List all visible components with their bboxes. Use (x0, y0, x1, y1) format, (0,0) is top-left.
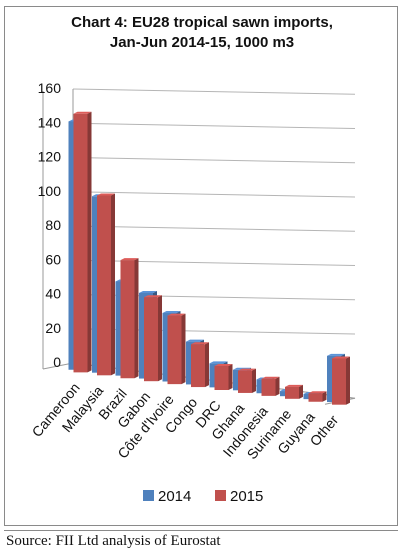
bar-2015-11 (332, 358, 346, 405)
bar-2015-6 (214, 366, 229, 390)
bar-top (191, 342, 209, 345)
gridline (72, 225, 356, 232)
y-tick-label: 40 (45, 286, 61, 302)
bar-2015-4 (167, 315, 182, 385)
y-tick-label: 20 (45, 320, 61, 336)
bar-2015-1 (97, 195, 111, 376)
bar-top (139, 290, 157, 293)
bar-2015-9 (285, 386, 299, 399)
bar-top (332, 356, 350, 359)
legend-swatch-2015 (215, 490, 226, 501)
bar-side (252, 368, 256, 393)
bar-side (205, 342, 209, 388)
bar-top (167, 313, 186, 316)
source-divider (4, 530, 398, 531)
chart-title: Chart 4: EU28 tropical sawn imports, Jan… (71, 14, 333, 51)
source-note: Source: FII Ltd analysis of Eurostat (6, 533, 221, 549)
bar-top (285, 384, 303, 387)
bar-top (73, 111, 92, 114)
bar-top (162, 311, 181, 313)
bar-2015-10 (308, 393, 323, 402)
bar-2015-0 (73, 113, 88, 373)
bar-side (346, 356, 350, 405)
bar-top (308, 391, 327, 394)
bar-side (181, 313, 186, 385)
y-tick-label: 160 (38, 80, 62, 96)
bar-side (299, 384, 303, 399)
gridline (72, 157, 356, 164)
gridline (72, 294, 356, 301)
bar-top (261, 376, 280, 379)
bar-side (228, 364, 233, 390)
bar-side (111, 193, 115, 376)
bar-2015-8 (261, 378, 276, 396)
y-tick-label: 120 (38, 149, 62, 165)
gridline (72, 328, 356, 335)
bar-top (238, 368, 256, 371)
bar-side (275, 376, 280, 396)
chart-plot: 020406080100120140160CameroonMalaysiaBra… (29, 80, 356, 505)
y-tick-label: 0 (53, 354, 61, 370)
bar-2015-2 (120, 260, 135, 379)
bar-top (327, 353, 345, 356)
bar-top (186, 339, 204, 342)
y-tick-label: 60 (45, 251, 61, 267)
legend-label: 2015 (230, 488, 263, 505)
y-tick-label: 140 (38, 114, 62, 130)
gridline (72, 88, 356, 95)
bar-side (158, 295, 162, 382)
bar-top (120, 258, 139, 261)
gridline (72, 122, 356, 130)
gridline (72, 191, 356, 198)
bar-side (87, 111, 92, 373)
chart-frame: Chart 4: EU28 tropical sawn imports, Jan… (4, 6, 398, 526)
legend-swatch-2014 (143, 490, 154, 501)
bar-2015-7 (238, 370, 252, 393)
y-tick-label: 100 (38, 183, 62, 199)
bar-2015-5 (191, 344, 205, 388)
bar-top (97, 193, 115, 196)
bar-top (214, 364, 233, 367)
bar-side (134, 258, 139, 379)
y-tick-label: 80 (45, 217, 61, 233)
bar-top (144, 295, 162, 298)
bar-side (322, 391, 327, 402)
gridline (72, 259, 356, 267)
bar-top (209, 361, 228, 364)
legend-label: 2014 (158, 488, 191, 505)
bar-2015-3 (144, 297, 158, 382)
